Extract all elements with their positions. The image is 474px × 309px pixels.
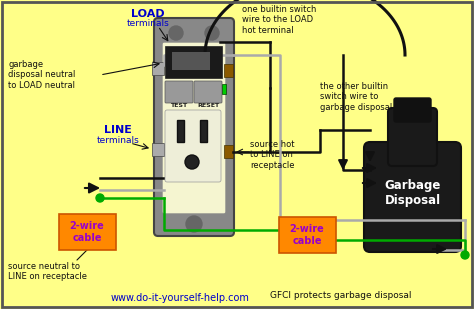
Text: 2-wire
cable: 2-wire cable (70, 221, 104, 243)
Text: garbage
disposal neutral
to LOAD neutral: garbage disposal neutral to LOAD neutral (8, 60, 75, 90)
Text: source hot
to LINE on
receptacle: source hot to LINE on receptacle (250, 140, 294, 170)
Circle shape (169, 26, 183, 40)
FancyBboxPatch shape (154, 18, 234, 236)
Text: LINE: LINE (104, 125, 132, 135)
FancyBboxPatch shape (165, 110, 221, 182)
Text: source neutral to
LINE on receptacle: source neutral to LINE on receptacle (8, 262, 87, 281)
FancyBboxPatch shape (224, 145, 233, 158)
FancyBboxPatch shape (152, 62, 164, 75)
Text: Garbage
Disposal: Garbage Disposal (385, 179, 441, 207)
FancyBboxPatch shape (388, 108, 437, 166)
FancyBboxPatch shape (172, 52, 210, 70)
Text: TEST: TEST (171, 103, 188, 108)
Text: terminals: terminals (127, 19, 169, 28)
Text: LOAD: LOAD (131, 9, 165, 19)
Text: GFCI protects garbage disposal: GFCI protects garbage disposal (270, 291, 411, 300)
FancyBboxPatch shape (59, 214, 116, 250)
Bar (177, 120, 184, 142)
FancyBboxPatch shape (394, 98, 431, 122)
Text: the other builtin
switch wire to
garbage disposal hot: the other builtin switch wire to garbage… (320, 82, 409, 112)
Bar (222, 84, 226, 94)
Text: 2-wire
cable: 2-wire cable (290, 224, 324, 246)
Circle shape (185, 155, 199, 169)
FancyBboxPatch shape (194, 81, 222, 103)
Text: terminals: terminals (97, 136, 139, 145)
FancyBboxPatch shape (165, 81, 193, 103)
FancyBboxPatch shape (165, 46, 222, 78)
Text: RESET: RESET (197, 103, 219, 108)
Bar (200, 120, 207, 142)
Circle shape (461, 251, 469, 259)
FancyBboxPatch shape (152, 143, 164, 156)
Circle shape (186, 216, 202, 232)
Circle shape (205, 26, 219, 40)
Text: one builtin switch
wire to the LOAD
hot terminal: one builtin switch wire to the LOAD hot … (242, 5, 316, 35)
FancyBboxPatch shape (364, 142, 461, 252)
FancyBboxPatch shape (279, 217, 336, 253)
FancyBboxPatch shape (224, 64, 233, 77)
Circle shape (96, 194, 104, 202)
Text: www.do-it-yourself-help.com: www.do-it-yourself-help.com (110, 293, 249, 303)
FancyBboxPatch shape (162, 42, 226, 214)
